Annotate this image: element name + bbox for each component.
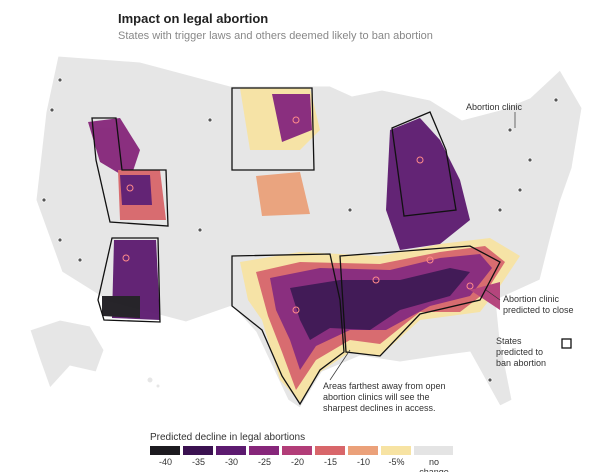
state-key (561, 338, 572, 349)
decline-areas (88, 88, 520, 402)
legend-swatch (381, 446, 411, 455)
legend-label: -25 (257, 457, 271, 467)
subtitle: States with trigger laws and others deem… (118, 30, 433, 42)
legend-label: -15 (323, 457, 337, 467)
legend-title: Predicted decline in legal abortions (150, 432, 306, 443)
legend-label: -40 (158, 457, 172, 467)
legend-swatch (282, 446, 312, 455)
legend-label: no change (419, 457, 449, 472)
legend-swatch (150, 446, 180, 455)
closing-clinics (122, 116, 474, 314)
legend-label: -20 (290, 457, 304, 467)
annotation: Areas farthest away from open abortion c… (323, 381, 446, 413)
clinics (41, 77, 559, 383)
legend-swatch (414, 446, 453, 455)
legend-label: -10 (356, 457, 370, 467)
annotation: States predicted to ban abortion (496, 336, 547, 368)
land (29, 55, 583, 409)
legend-label: -30 (224, 457, 238, 467)
state-borders (91, 87, 501, 406)
annotation: Abortion clinic predicted to close (503, 294, 574, 315)
legend-label: -5% (388, 457, 405, 467)
legend-swatch (183, 446, 213, 455)
legend-swatch (348, 446, 378, 455)
legend-swatch (216, 446, 246, 455)
legend-label: -35 (191, 457, 205, 467)
legend-swatch (249, 446, 279, 455)
legend-swatch (315, 446, 345, 455)
annotation: Abortion clinic (466, 102, 523, 112)
leader-lines (329, 112, 516, 381)
title: Impact on legal abortion (118, 11, 269, 26)
